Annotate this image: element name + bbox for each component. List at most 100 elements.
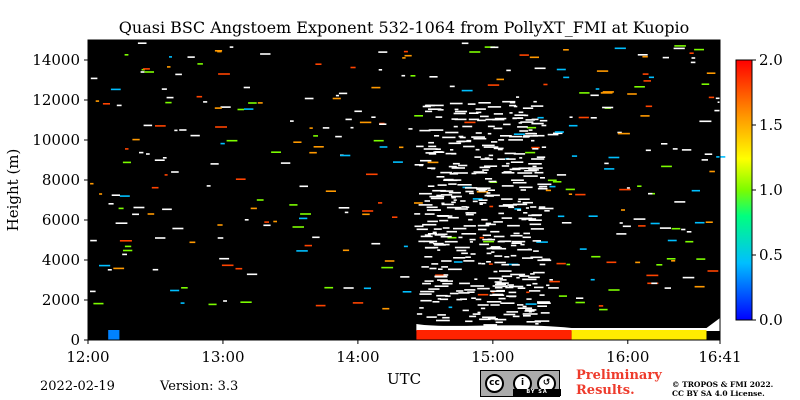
noise-speckle (568, 124, 578, 127)
noise-speckle (538, 206, 546, 208)
noise-speckle (90, 290, 96, 293)
noise-speckle (540, 177, 545, 179)
noise-speckle (172, 227, 184, 230)
noise-speckle (299, 217, 308, 220)
noise-speckle (501, 198, 513, 200)
noise-speckle (453, 227, 467, 230)
noise-speckle (240, 301, 252, 303)
noise-speckle (493, 235, 505, 238)
noise-speckle (465, 320, 473, 323)
noise-speckle (537, 183, 552, 186)
noise-speckle (509, 135, 522, 138)
noise-speckle (689, 52, 694, 54)
noise-speckle (656, 264, 663, 266)
noise-speckle (635, 261, 641, 264)
noise-speckle (691, 57, 696, 59)
noise-speckle (419, 192, 432, 195)
noise-speckle (119, 240, 132, 242)
noise-speckle (651, 282, 658, 285)
noise-speckle (513, 133, 525, 135)
noise-speckle (154, 159, 165, 161)
noise-speckle (296, 250, 308, 252)
noise-speckle (553, 132, 563, 135)
noise-speckle (464, 187, 478, 189)
noise-speckle (508, 285, 524, 288)
noise-speckle (436, 194, 442, 197)
noise-speckle (466, 139, 472, 142)
noise-speckle (716, 156, 726, 158)
noise-speckle (497, 148, 503, 151)
noise-speckle (516, 276, 520, 279)
noise-speckle (616, 233, 627, 235)
noise-speckle (434, 276, 448, 278)
noise-speckle (187, 56, 195, 58)
noise-speckle (637, 185, 642, 187)
noise-speckle (468, 218, 473, 221)
noise-speckle (460, 200, 466, 202)
noise-speckle (690, 61, 696, 64)
noise-speckle (400, 276, 410, 278)
noise-speckle (426, 206, 438, 209)
noise-speckle (486, 247, 499, 250)
noise-speckle (661, 165, 672, 168)
noise-speckle (461, 42, 469, 45)
noise-speckle (539, 185, 548, 188)
noise-speckle (465, 256, 471, 258)
noise-speckle (537, 259, 552, 262)
preliminary-notice: Preliminary Results. (576, 368, 662, 398)
aerosol-layer (416, 330, 572, 340)
noise-speckle (402, 57, 406, 59)
noise-speckle (509, 101, 516, 104)
noise-speckle (479, 202, 487, 204)
noise-speckle (484, 46, 495, 48)
noise-speckle (271, 151, 281, 153)
noise-speckle (517, 117, 524, 119)
noise-speckle (432, 301, 440, 303)
noise-speckle (681, 228, 686, 231)
noise-speckle (666, 258, 676, 260)
noise-speckle (465, 212, 469, 214)
noise-speckle (338, 92, 348, 95)
noise-speckle (694, 48, 704, 51)
noise-speckle (403, 245, 408, 248)
noise-speckle (350, 126, 354, 129)
plot-frame (87, 39, 721, 341)
noise-speckle (475, 132, 482, 134)
noise-speckle (576, 297, 584, 299)
noise-speckle (422, 105, 431, 108)
noise-speckle (490, 290, 504, 292)
noise-speckle (506, 311, 519, 313)
aerosol-layer (108, 330, 120, 340)
noise-speckle (477, 119, 486, 122)
noise-speckle (602, 106, 614, 109)
x-tick-label: 13:00 (201, 348, 244, 366)
noise-speckle (528, 167, 543, 169)
noise-speckle (479, 166, 491, 169)
noise-speckle (517, 126, 528, 128)
noise-speckle (155, 125, 166, 127)
noise-speckle (497, 158, 506, 160)
noise-speckle (110, 88, 121, 91)
noise-speckle (432, 189, 446, 192)
noise-speckle (425, 110, 433, 113)
noise-speckle (556, 68, 566, 71)
noise-speckle (599, 308, 608, 311)
noise-speckle (467, 291, 475, 293)
noise-speckle (471, 297, 476, 299)
noise-speckle (492, 118, 505, 121)
noise-speckle (522, 107, 534, 109)
noise-speckle (437, 279, 448, 281)
noise-speckle (498, 277, 503, 280)
noise-speckle (461, 233, 477, 235)
noise-speckle (429, 267, 437, 270)
noise-speckle (490, 246, 501, 248)
noise-speckle (107, 269, 112, 271)
noise-speckle (315, 304, 326, 307)
noise-speckle (133, 206, 145, 209)
noise-speckle (167, 66, 171, 68)
noise-speckle (221, 264, 234, 267)
noise-speckle (220, 106, 231, 108)
noise-speckle (469, 112, 479, 114)
noise-speckle (458, 135, 464, 138)
noise-speckle (525, 309, 537, 311)
